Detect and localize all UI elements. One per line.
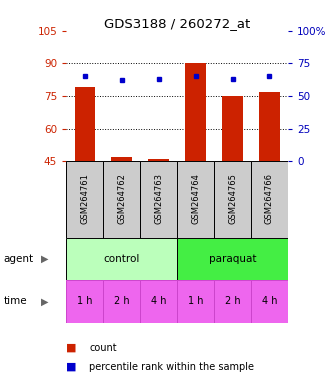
- Bar: [251, 161, 288, 238]
- Text: ▶: ▶: [41, 296, 48, 306]
- Text: ■: ■: [66, 343, 77, 353]
- Bar: [259, 92, 280, 161]
- Text: 2 h: 2 h: [114, 296, 129, 306]
- Text: ▶: ▶: [41, 254, 48, 264]
- Text: percentile rank within the sample: percentile rank within the sample: [89, 362, 254, 372]
- Text: GSM264762: GSM264762: [117, 173, 126, 223]
- Bar: [185, 63, 206, 161]
- Bar: [214, 280, 251, 323]
- Text: GSM264764: GSM264764: [191, 173, 200, 223]
- Bar: [74, 87, 95, 161]
- Text: 2 h: 2 h: [225, 296, 240, 306]
- Bar: [251, 280, 288, 323]
- Text: 1 h: 1 h: [188, 296, 203, 306]
- Text: 4 h: 4 h: [262, 296, 277, 306]
- Text: GSM264766: GSM264766: [265, 173, 274, 223]
- Bar: [177, 280, 214, 323]
- Text: 4 h: 4 h: [151, 296, 166, 306]
- Title: GDS3188 / 260272_at: GDS3188 / 260272_at: [104, 17, 250, 30]
- Bar: [140, 280, 177, 323]
- Text: GSM264761: GSM264761: [80, 173, 89, 223]
- Text: ■: ■: [66, 362, 77, 372]
- Bar: [103, 280, 140, 323]
- Text: agent: agent: [3, 254, 33, 264]
- Bar: [66, 238, 177, 280]
- Text: GSM264765: GSM264765: [228, 173, 237, 223]
- Bar: [214, 161, 251, 238]
- Bar: [177, 238, 288, 280]
- Bar: [177, 161, 214, 238]
- Bar: [140, 161, 177, 238]
- Text: control: control: [104, 254, 140, 264]
- Text: GSM264763: GSM264763: [154, 173, 163, 223]
- Bar: [112, 157, 132, 161]
- Bar: [66, 280, 103, 323]
- Text: paraquat: paraquat: [209, 254, 256, 264]
- Text: time: time: [3, 296, 27, 306]
- Bar: [222, 96, 243, 161]
- Bar: [103, 161, 140, 238]
- Text: count: count: [89, 343, 117, 353]
- Bar: [148, 159, 169, 161]
- Bar: [66, 161, 103, 238]
- Text: 1 h: 1 h: [77, 296, 92, 306]
